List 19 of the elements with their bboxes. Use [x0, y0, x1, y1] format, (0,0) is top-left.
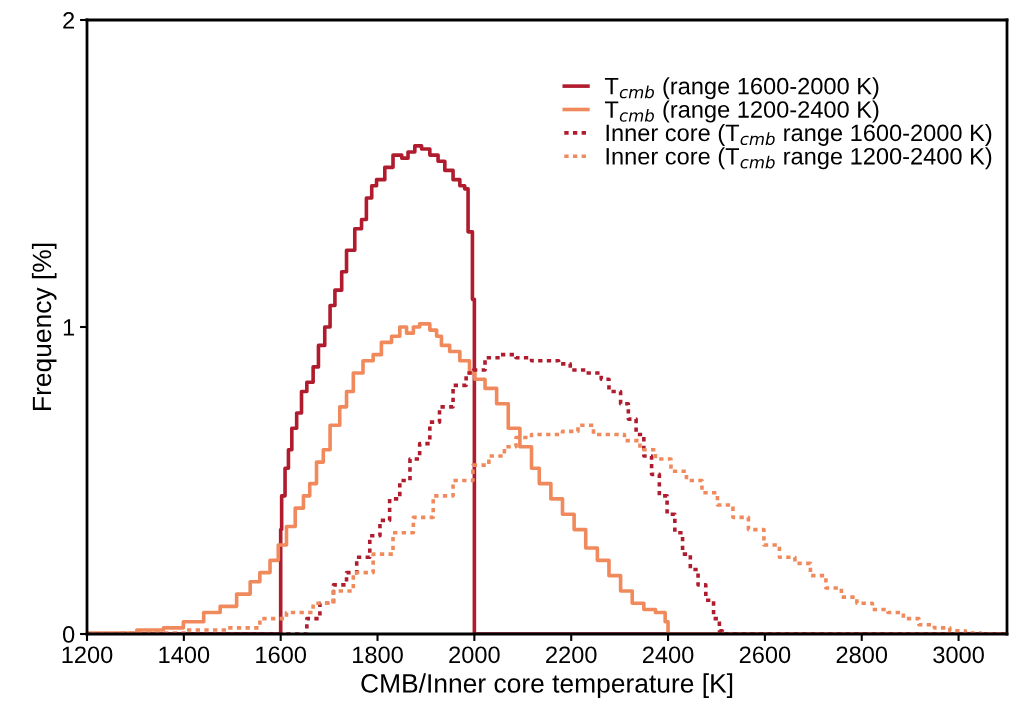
x-tick-label: 2600 — [739, 646, 791, 664]
x-tick-label: 1600 — [256, 646, 307, 664]
x-tick-label: 1200 — [62, 646, 113, 664]
y-tick-label: 0 — [62, 626, 75, 643]
legend-label: Inner core (T$_{cmb}$ range 1600-2000 K) — [606, 123, 992, 146]
x-tick-label: 2400 — [642, 646, 694, 664]
x-tick-label: 2000 — [449, 646, 500, 664]
x-tick-label: 3000 — [933, 646, 984, 664]
x-tick-label: 2800 — [836, 646, 888, 664]
legend-label: Inner core (T$_{cmb}$ range 1200-2400 K) — [606, 147, 992, 170]
y-tick-label: 1 — [63, 319, 75, 336]
x-axis-title: CMB/Inner core temperature [K] — [361, 673, 733, 698]
x-tick-label: 2200 — [546, 646, 597, 664]
y-tick-label: 2 — [63, 12, 75, 29]
legend-label: T$_{cmb}$ (range 1200-2400 K) — [604, 100, 879, 123]
x-tick-label: 1800 — [353, 646, 403, 664]
y-axis-title: Frequency [%] — [31, 243, 57, 410]
legend-label: T$_{cmb}$ (range 1600-2000 K) — [604, 77, 879, 100]
x-tick-label: 1400 — [159, 646, 210, 664]
